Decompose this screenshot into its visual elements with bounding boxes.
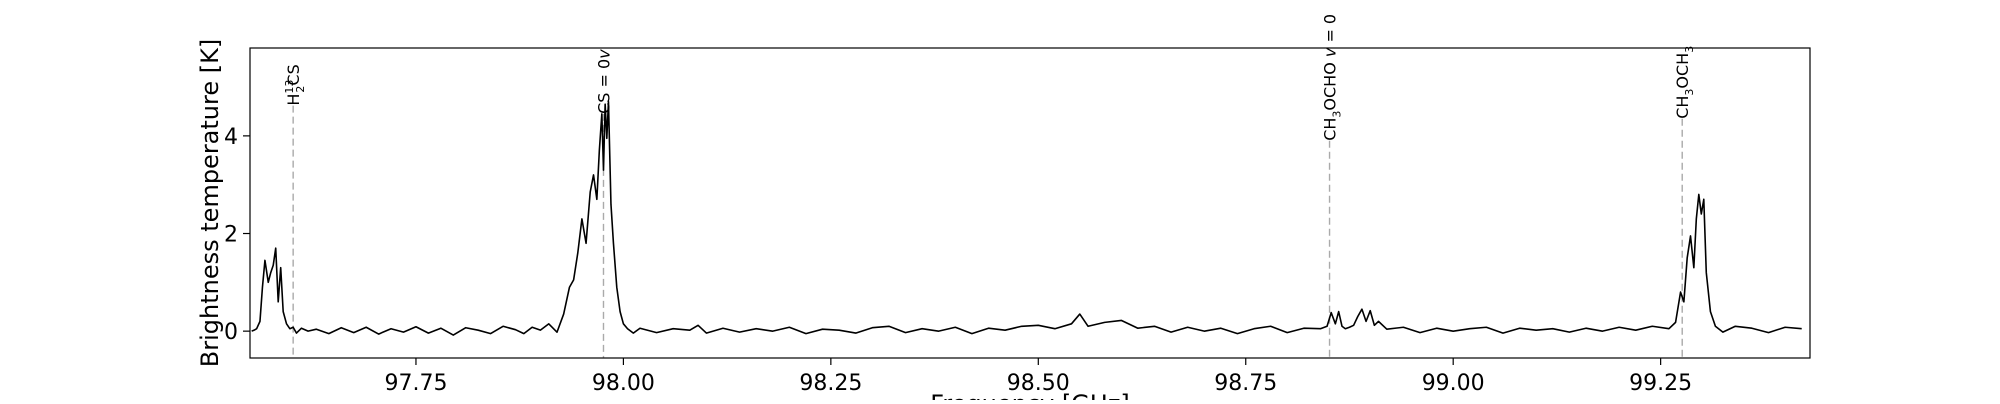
x-axis: 97.75 98.00 98.25 98.50 98.75 99.00 99.25	[384, 358, 1692, 396]
marker-label-1: CS = 0v	[595, 49, 614, 114]
marker-label-0: H132CS	[283, 64, 307, 105]
y-axis-label: Brightness temperature [K]	[196, 39, 224, 367]
series-layer	[251, 100, 1802, 336]
y-tick-label: 4	[224, 125, 238, 150]
x-tick-label: 99.25	[1629, 371, 1692, 396]
line-markers: H132CS CS = 0v CH3OCHO v = 0 CH3OCH3	[283, 14, 1696, 358]
x-tick-label: 98.00	[592, 371, 655, 396]
y-axis: 0 2 4	[224, 125, 250, 345]
y-tick-label: 2	[224, 223, 238, 248]
y-tick-label: 0	[224, 320, 238, 345]
x-axis-label: Frequency [GHz]	[930, 390, 1130, 400]
x-tick-label: 98.25	[799, 371, 862, 396]
x-tick-label: 98.50	[1007, 371, 1070, 396]
marker-label-3: CH3OCH3	[1673, 46, 1696, 119]
plot-frame	[249, 47, 1811, 359]
x-tick-label: 99.00	[1422, 371, 1485, 396]
x-tick-label: 97.75	[384, 371, 447, 396]
spectrum-series-0	[251, 100, 1802, 336]
marker-label-2: CH3OCHO v = 0	[1321, 14, 1344, 141]
x-tick-label: 98.75	[1214, 371, 1277, 396]
